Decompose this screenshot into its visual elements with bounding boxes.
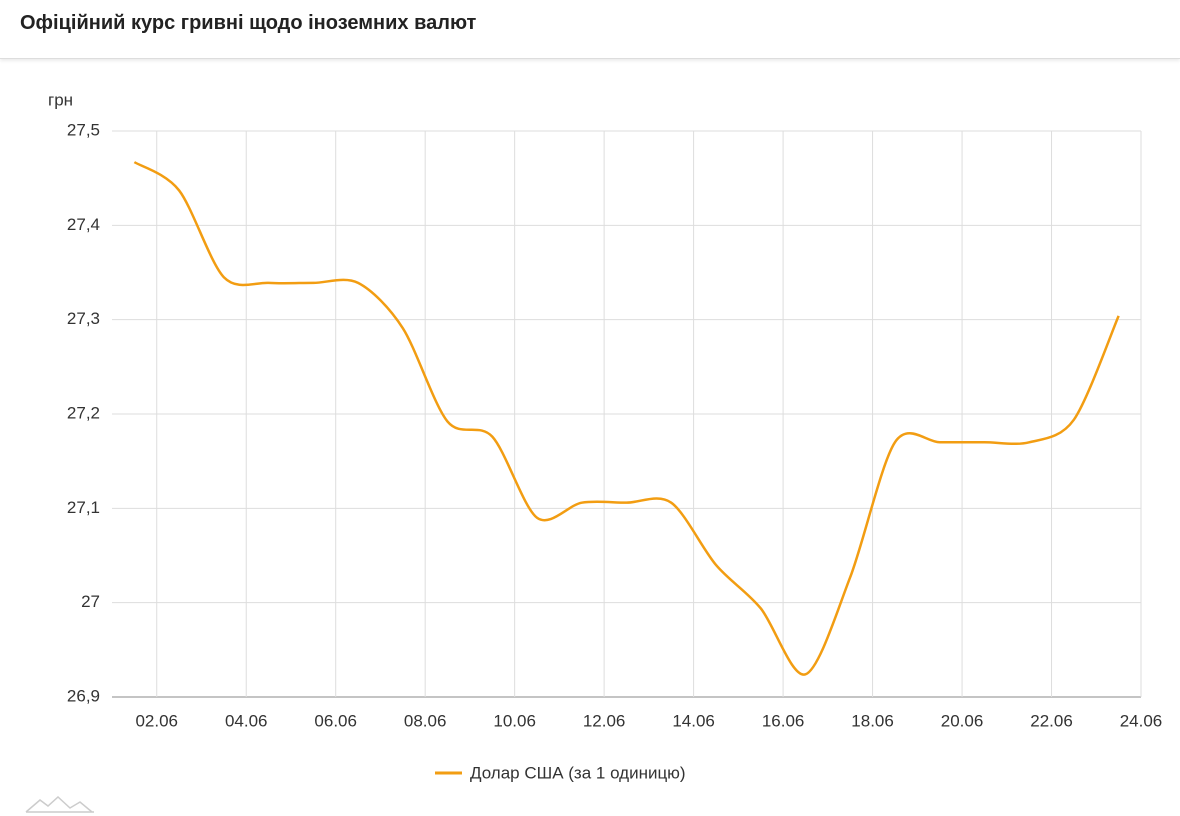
- x-tick-label: 24.06: [1120, 711, 1163, 730]
- x-tick-label: 08.06: [404, 711, 447, 730]
- y-tick-label: 27,2: [67, 403, 100, 422]
- chart-title: Офіційний курс гривні щодо іноземних вал…: [20, 12, 477, 34]
- legend-label: Долар США (за 1 одиницю): [470, 763, 686, 782]
- y-tick-label: 27,4: [67, 215, 100, 234]
- x-tick-label: 04.06: [225, 711, 268, 730]
- x-tick-label: 16.06: [762, 711, 805, 730]
- x-tick-label: 14.06: [672, 711, 715, 730]
- y-tick-label: 27,1: [67, 498, 100, 517]
- x-tick-label: 22.06: [1030, 711, 1073, 730]
- y-tick-label: 27,3: [67, 309, 100, 328]
- y-axis-label: грн: [48, 90, 73, 109]
- x-tick-label: 20.06: [941, 711, 984, 730]
- line-series: [133, 161, 1120, 676]
- x-tick-label: 18.06: [851, 711, 894, 730]
- x-tick-label: 02.06: [135, 711, 178, 730]
- x-tick-label: 10.06: [493, 711, 536, 730]
- x-tick-label: 06.06: [314, 711, 357, 730]
- logo: [25, 795, 93, 813]
- y-tick-label: 27,5: [67, 120, 100, 139]
- y-tick-label: 27: [81, 592, 100, 611]
- y-tick-label: 26,9: [67, 686, 100, 705]
- header: Офіційний курс гривні щодо іноземних вал…: [0, 0, 1180, 59]
- x-tick-label: 12.06: [583, 711, 626, 730]
